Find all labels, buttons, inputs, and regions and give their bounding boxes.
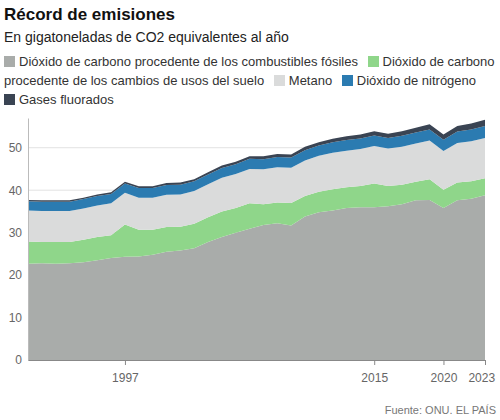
y-tick-label: 10 (9, 311, 23, 325)
legend-item: Dióxido de carbono procedente de los com… (4, 54, 362, 69)
legend-item: Gases fluorados (4, 92, 114, 107)
y-tick: 20 (9, 268, 28, 282)
x-axis-line (29, 360, 486, 361)
y-tick-label: 0 (15, 353, 22, 367)
title: Récord de emisiones (4, 5, 175, 24)
x-tick-label: 1997 (112, 371, 139, 385)
source: Fuente: ONU. EL PAÍS (385, 404, 496, 416)
legend-swatch (342, 75, 353, 86)
y-tick-label: 20 (9, 268, 23, 282)
x-tick: 2015 (361, 360, 388, 385)
y-tick: 0 (15, 353, 28, 367)
x-tick-mark (485, 360, 486, 365)
legend-item: Dióxido de nitrógeno (342, 73, 476, 88)
area (28, 138, 485, 242)
x-tick-label: 2015 (361, 371, 388, 385)
y-tick-label: 40 (9, 184, 23, 198)
x-axis: 1997 2015 2020 2023 (29, 360, 496, 385)
y-tick-label: 50 (9, 141, 23, 155)
legend-swatch (368, 56, 379, 67)
area (28, 120, 485, 202)
y-tick: 40 (9, 184, 28, 198)
y-tick: 50 (9, 141, 28, 155)
x-tick-mark (443, 360, 444, 365)
plot-area (28, 120, 485, 360)
legend-swatch (4, 56, 15, 67)
x-tick-label: 2023 (468, 371, 495, 385)
y-axis-line (28, 119, 29, 361)
y-tick-label: 30 (9, 226, 23, 240)
x-tick: 1997 (112, 360, 139, 385)
legend-label: Gases fluorados (19, 92, 114, 107)
y-tick: 30 (9, 226, 28, 240)
legend-swatch (4, 94, 15, 105)
x-tick-label: 2020 (431, 371, 458, 385)
legend-swatch (274, 75, 285, 86)
x-tick-mark (125, 360, 126, 365)
x-tick-mark (374, 360, 375, 365)
legend-label: Dióxido de carbono procedente de los com… (19, 54, 358, 69)
x-tick: 2020 (431, 360, 458, 385)
subtitle: En gigatoneladas de CO2 equivalentes al … (4, 29, 289, 45)
legend: Dióxido de carbono procedente de los com… (4, 52, 496, 109)
legend-label: Dióxido de nitrógeno (357, 73, 476, 88)
area (28, 126, 485, 211)
legend-item: Metano (274, 73, 336, 88)
legend-label: Metano (289, 73, 332, 88)
y-axis: 0 10 20 30 40 50 (9, 119, 29, 368)
y-tick: 10 (9, 311, 28, 325)
x-tick: 2023 (468, 360, 495, 385)
